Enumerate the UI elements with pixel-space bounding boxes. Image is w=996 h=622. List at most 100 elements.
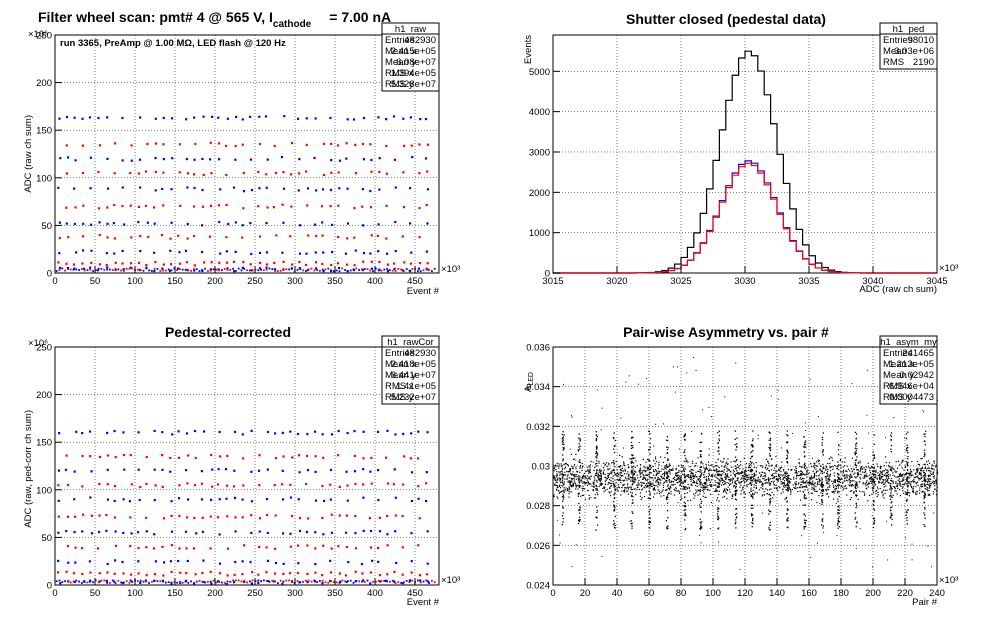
data-point [890, 494, 892, 496]
data-point [566, 470, 568, 473]
data-point [617, 475, 619, 477]
data-point [567, 464, 569, 466]
data-point [582, 477, 584, 479]
data-point [649, 480, 651, 483]
data-point [906, 509, 908, 511]
data-point [729, 488, 731, 491]
data-point [778, 468, 780, 470]
data-point [200, 250, 204, 254]
data-point [73, 572, 76, 575]
data-point [717, 474, 719, 476]
data-point [777, 478, 779, 480]
data-point [64, 580, 66, 583]
data-point [145, 482, 148, 486]
data-point [422, 269, 425, 272]
data-point [167, 268, 170, 271]
data-point [57, 469, 61, 472]
data-point [816, 465, 818, 467]
data-point [753, 486, 755, 488]
data-point [290, 514, 294, 518]
data-point [632, 465, 634, 467]
data-point [641, 484, 643, 487]
data-point [922, 470, 924, 472]
data-point [121, 205, 124, 208]
data-point [734, 476, 736, 478]
data-point [338, 582, 341, 584]
data-point [665, 480, 667, 482]
data-point [890, 490, 892, 492]
data-point [643, 466, 645, 468]
data-point [906, 464, 909, 466]
data-point [375, 580, 377, 583]
data-point [554, 483, 556, 485]
data-point [704, 468, 706, 470]
data-point [827, 468, 829, 471]
data-point [419, 579, 422, 582]
data-point [613, 509, 615, 511]
data-point [684, 477, 686, 479]
data-point [856, 505, 858, 507]
data-point [682, 488, 684, 490]
data-point [586, 482, 588, 484]
data-point [822, 494, 824, 497]
data-point [918, 492, 921, 494]
data-point [906, 476, 908, 479]
data-point [795, 471, 797, 473]
data-point [344, 531, 348, 534]
data-point [645, 483, 648, 485]
data-point [864, 477, 866, 479]
data-point [73, 580, 76, 584]
data-point [894, 486, 896, 489]
data-point [684, 439, 686, 441]
y-tick-label: 250 [36, 343, 52, 354]
data-point [672, 467, 674, 470]
data-point [735, 485, 737, 488]
data-point [639, 471, 641, 474]
data-point [216, 580, 220, 583]
data-point [65, 144, 68, 147]
data-point [553, 469, 555, 472]
data-point [662, 423, 664, 425]
data-point [895, 482, 897, 484]
data-point [761, 466, 764, 468]
data-point [266, 158, 269, 161]
data-point [642, 458, 644, 461]
data-point [55, 580, 58, 583]
data-point [909, 477, 911, 479]
data-point [711, 464, 713, 466]
data-point [177, 497, 181, 500]
data-point [646, 469, 648, 471]
data-point [65, 222, 68, 225]
data-point [650, 465, 652, 467]
data-point [608, 464, 610, 466]
data-point [592, 489, 594, 491]
data-point [801, 466, 803, 469]
data-point [185, 571, 188, 575]
data-point [924, 454, 926, 456]
data-point [666, 489, 668, 491]
data-point [631, 494, 633, 496]
data-point [89, 579, 92, 582]
data-point [161, 468, 164, 471]
data-point [385, 237, 388, 240]
data-marks [55, 115, 436, 273]
data-point [577, 484, 579, 487]
data-point [933, 477, 935, 479]
data-point [658, 490, 660, 492]
data-point [153, 269, 156, 273]
data-point [144, 579, 148, 582]
data-point [218, 430, 221, 434]
data-point [165, 269, 167, 272]
data-point [617, 484, 620, 486]
data-point [888, 475, 890, 477]
data-point [746, 477, 748, 479]
data-point [670, 469, 672, 471]
data-point [411, 156, 414, 159]
data-point [370, 158, 373, 162]
data-point [835, 488, 838, 490]
data-point [827, 478, 829, 480]
data-point [137, 468, 140, 471]
data-point [282, 572, 285, 576]
data-point [162, 143, 165, 146]
data-point [613, 497, 615, 500]
